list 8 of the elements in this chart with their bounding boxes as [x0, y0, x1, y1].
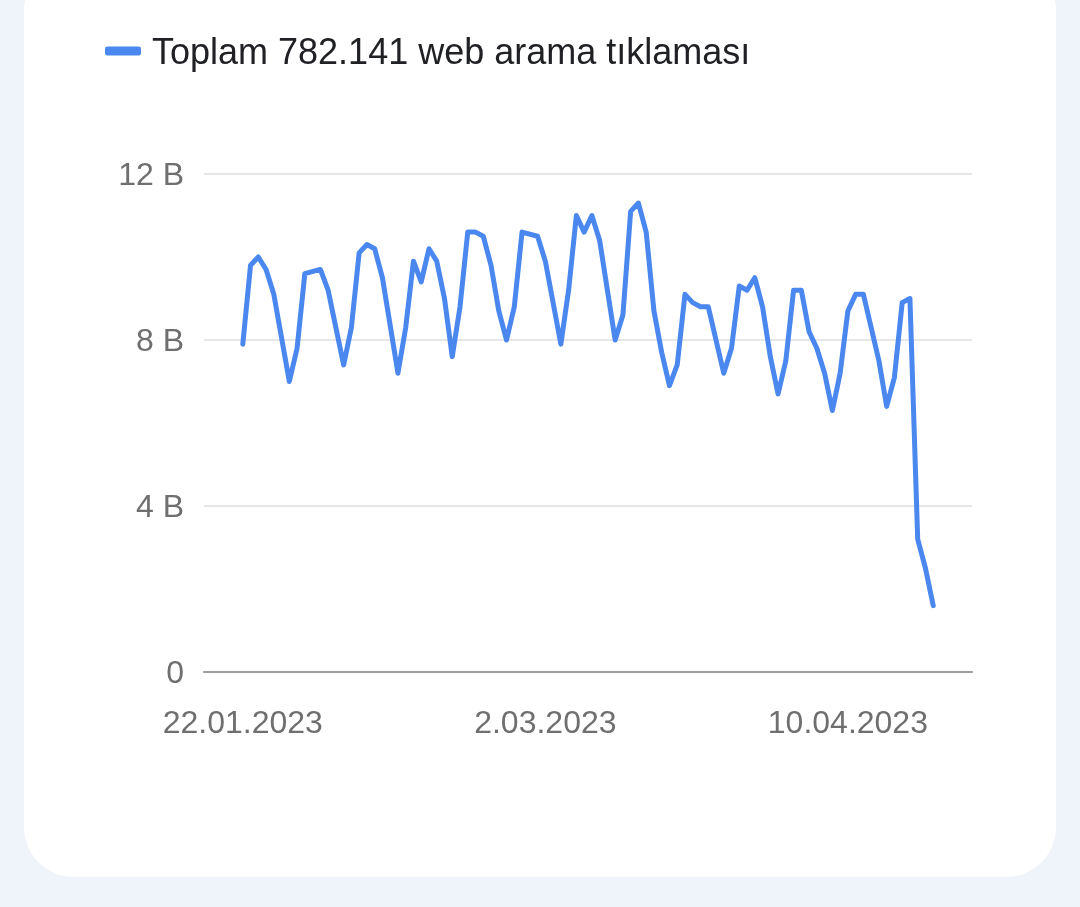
y-tick-label: 4 B	[135, 488, 184, 524]
x-tick-label: 2.03.2023	[474, 704, 617, 740]
y-tick-label: 12 B	[118, 156, 184, 192]
y-tick-label: 8 B	[135, 322, 184, 358]
x-tick-label: 22.01.2023	[162, 704, 323, 740]
legend-label: Toplam 782.141 web arama tıklaması	[152, 30, 751, 72]
x-tick-label: 10.04.2023	[767, 704, 928, 740]
y-tick-label: 0	[166, 654, 184, 690]
